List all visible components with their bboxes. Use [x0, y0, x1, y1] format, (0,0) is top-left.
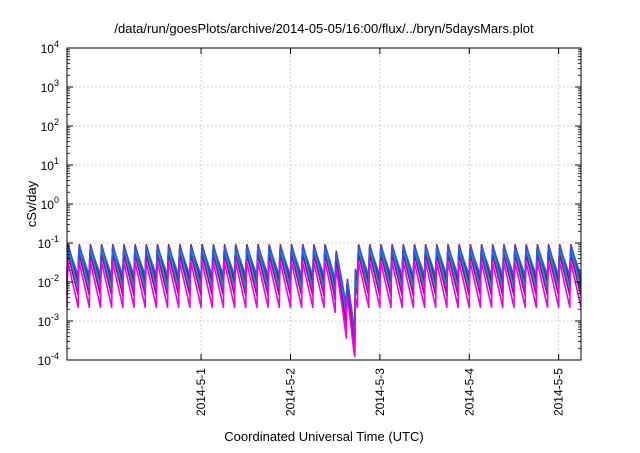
x-tick-label: 2014-5-2 [283, 368, 297, 416]
y-tick-label: 10-4 [38, 351, 59, 368]
y-axis-label: cSv/day [24, 180, 39, 227]
axes: 10-4 10-3 10-2 10-1 100 101 102 103 104 2014-5-1 2… [38, 39, 582, 416]
plot-frame [66, 47, 582, 361]
grid [67, 48, 581, 360]
y-tick-label: 10-3 [38, 312, 59, 329]
chart-title: /data/run/goesPlots/archive/2014-05-05/1… [114, 21, 534, 36]
y-tick-label: 103 [41, 78, 59, 95]
y-tick-label: 10-2 [38, 273, 59, 290]
y-tick-label: 101 [41, 156, 59, 173]
x-tick-label: 2014-5-5 [552, 368, 566, 416]
y-tick-label: 104 [41, 39, 59, 56]
x-tick-label: 2014-5-4 [462, 368, 476, 416]
x-tick-label: 2014-5-1 [194, 368, 208, 416]
y-tick-label: 10-1 [38, 234, 59, 251]
series-line [66, 261, 582, 358]
x-axis-label: Coordinated Universal Time (UTC) [224, 429, 423, 444]
x-tick-label: 2014-5-3 [373, 368, 387, 416]
y-tick-label: 100 [41, 195, 59, 212]
y-tick-label: 102 [41, 117, 59, 134]
series-group [66, 244, 582, 358]
